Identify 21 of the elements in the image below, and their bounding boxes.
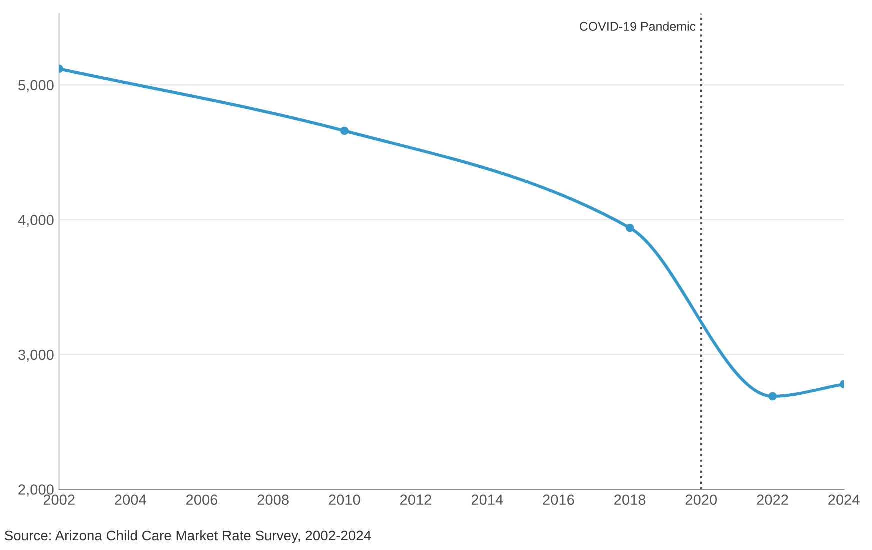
source-note: Source: Arizona Child Care Market Rate Survey, 2002-2024 xyxy=(4,530,372,544)
y-tick-label: 5,000 xyxy=(18,80,54,92)
x-tick-label: 2018 xyxy=(614,494,646,506)
x-tick-label: 2010 xyxy=(329,494,360,506)
x-tick-label: 2006 xyxy=(186,494,218,506)
y-tick-label: 2,000 xyxy=(18,484,54,497)
y-tick-label: 4,000 xyxy=(18,215,54,228)
x-tick-label: 2020 xyxy=(686,494,718,506)
point xyxy=(768,392,777,401)
x-tick-label: 2014 xyxy=(472,494,504,506)
x-tick-label: 2022 xyxy=(757,494,788,506)
ref-line-label: COVID-19 Pandemic xyxy=(580,22,696,32)
x-tick-label: 2016 xyxy=(543,494,574,506)
point xyxy=(340,126,349,136)
point xyxy=(626,224,634,232)
x-tick-label: 2002 xyxy=(44,494,75,506)
x-tick-label: 2008 xyxy=(258,494,289,506)
x-tick-label: 2024 xyxy=(828,494,860,506)
x-tick-label: 2012 xyxy=(400,494,432,506)
y-tick-label: 3,000 xyxy=(18,350,54,362)
x-tick-label: 2004 xyxy=(115,494,146,506)
